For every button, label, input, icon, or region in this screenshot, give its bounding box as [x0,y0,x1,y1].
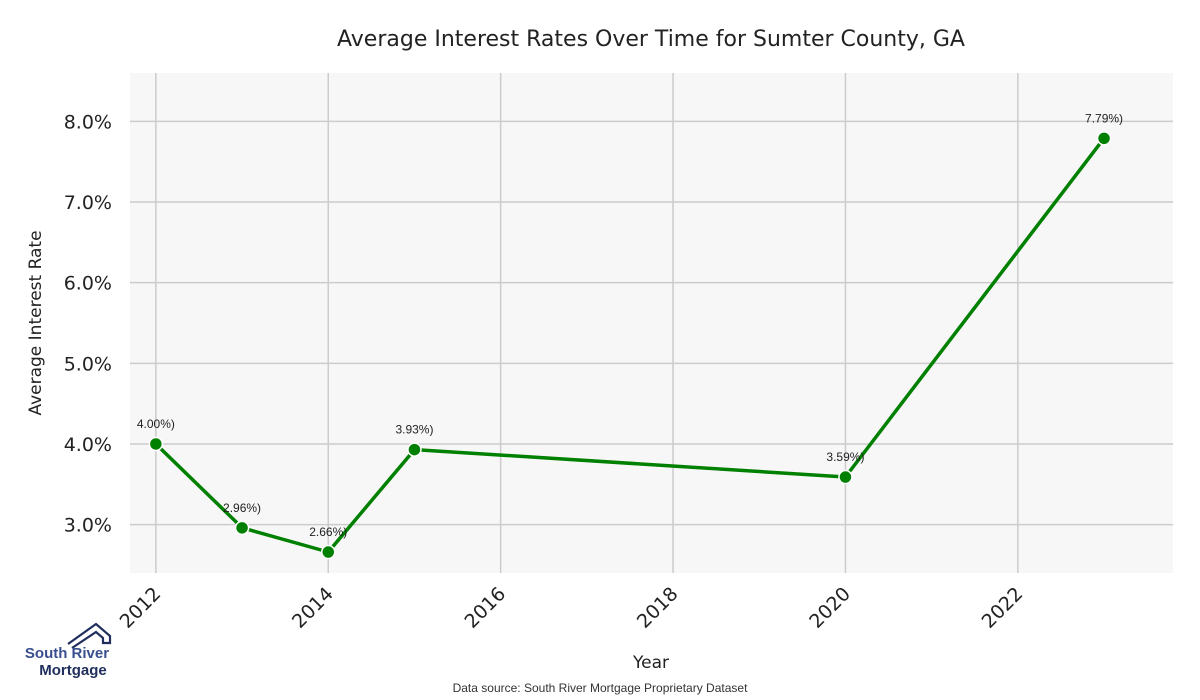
data-label: 2.66%) [309,525,347,539]
data-source-note: Data source: South River Mortgage Propri… [453,681,748,695]
x-tick-label: 2012 [116,583,166,633]
series-line [154,137,1106,554]
y-axis-ticks: 3.0% 4.0% 5.0% 6.0% 7.0% 8.0% [64,111,112,536]
x-tick-label: 2022 [978,583,1028,633]
y-tick-label: 6.0% [64,273,112,295]
house-roof-icon [67,622,112,649]
y-tick-label: 3.0% [64,515,112,537]
data-point [407,442,422,457]
data-point [148,436,164,452]
x-tick-label: 2014 [288,583,338,633]
x-tick-label: 2018 [633,583,683,633]
x-tick-label: 2016 [460,583,510,633]
y-tick-label: 5.0% [64,353,112,375]
data-point [838,469,853,485]
logo-line1: South River [25,645,109,662]
data-point [234,520,250,536]
data-label: 2.96%) [223,501,261,515]
data-label: 4.00%) [137,417,175,431]
data-points [148,131,1112,560]
data-point [321,544,336,560]
grid-lines [130,73,1173,573]
data-label: 3.59%) [826,450,864,464]
y-axis-label: Average Interest Rate [26,230,46,415]
chart-title: Average Interest Rates Over Time for Sum… [337,27,965,52]
data-point [1096,131,1112,146]
y-tick-label: 8.0% [64,111,112,133]
data-label: 7.79%) [1085,111,1123,125]
south-river-mortgage-logo: South River Mortgage [25,622,112,679]
data-labels: 4.00%) 2.96%) 2.66%) 3.93%) 3.59%) 7.79%) [137,111,1123,539]
y-tick-label: 4.0% [64,434,112,456]
y-tick-label: 7.0% [64,192,112,214]
x-axis-ticks: 2012 2014 2016 2018 2020 2022 [116,583,1028,633]
x-tick-label: 2020 [805,583,855,633]
plot-area [130,73,1173,573]
data-label: 3.93%) [395,423,433,437]
logo-line2: Mortgage [39,662,107,679]
x-axis-label: Year [632,653,669,673]
